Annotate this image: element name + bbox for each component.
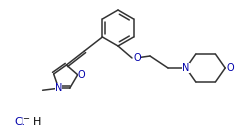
Text: −: − (22, 114, 30, 124)
Text: O: O (78, 70, 85, 80)
Text: N: N (182, 63, 190, 73)
Text: Cl: Cl (14, 117, 25, 127)
Text: H: H (33, 117, 41, 127)
Text: O: O (226, 63, 234, 73)
Text: O: O (133, 53, 141, 63)
Text: N: N (55, 83, 62, 93)
